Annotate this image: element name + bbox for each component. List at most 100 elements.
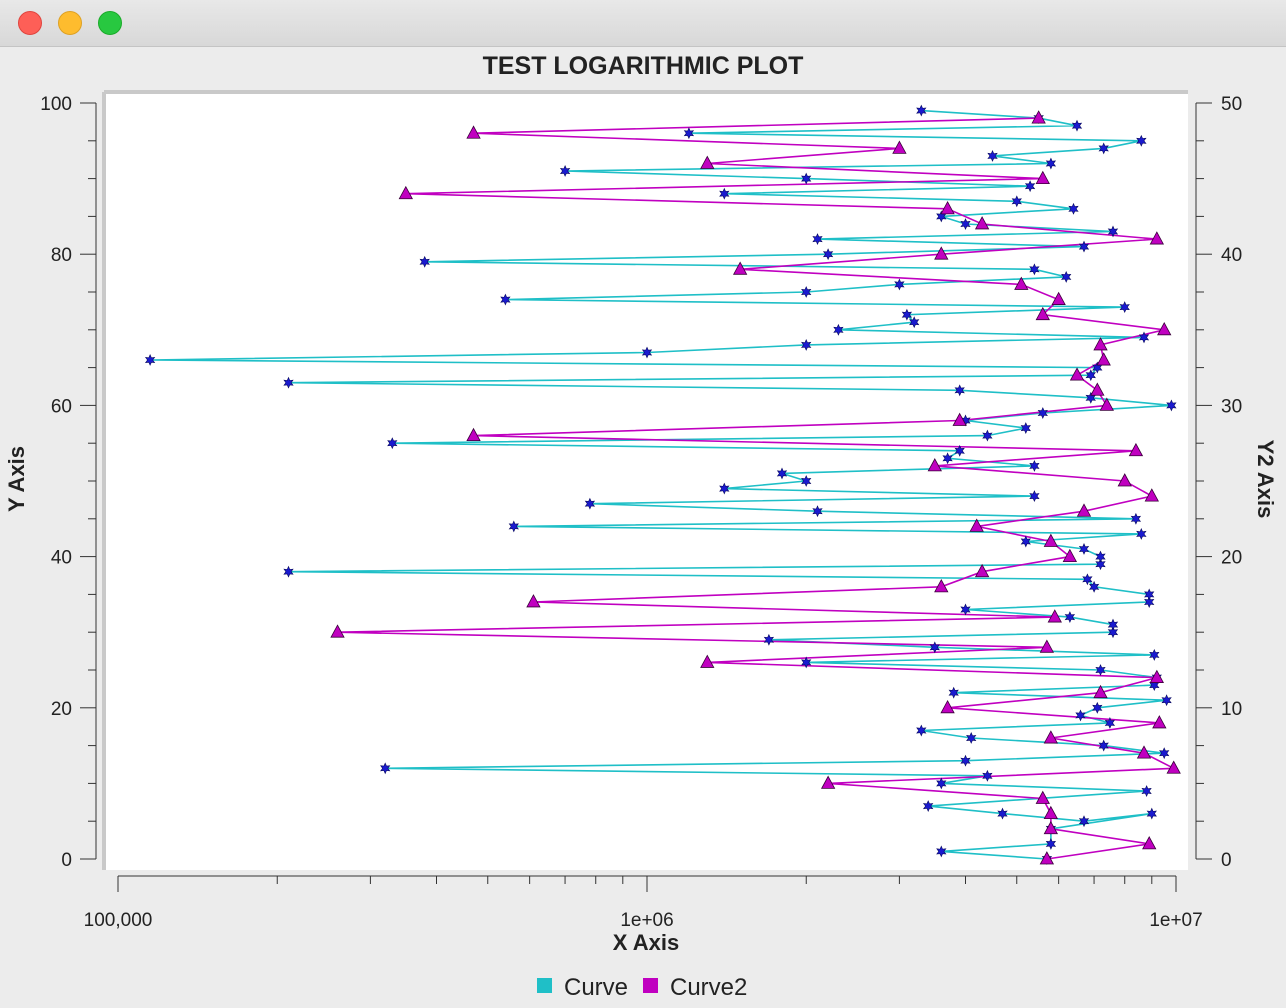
curve-marker [1161, 694, 1172, 707]
x-tick-label: 1e+06 [620, 910, 673, 931]
curve-marker [1024, 180, 1036, 193]
curve-marker [960, 603, 971, 616]
curve-marker [1082, 573, 1093, 586]
curve-marker [559, 165, 571, 177]
curve-marker [1078, 240, 1090, 253]
curve-marker [1029, 263, 1040, 276]
curve-marker [283, 376, 294, 389]
y2-tick-label: 10 [1221, 699, 1242, 720]
curve-marker [916, 104, 927, 117]
curve2-marker [934, 246, 949, 260]
curve-marker [1020, 535, 1031, 548]
curve-marker [1092, 701, 1103, 714]
curve-marker [1078, 543, 1090, 555]
curve2-marker [1069, 367, 1085, 381]
curve-marker [954, 384, 965, 397]
curve2-marker [1117, 473, 1132, 487]
curve-marker [942, 452, 953, 465]
curve2-marker [1043, 805, 1059, 820]
curve-marker [1136, 134, 1147, 147]
legend: Curve Curve2 [537, 974, 747, 1001]
curve2-marker [1043, 820, 1059, 835]
curve-marker [1020, 422, 1031, 435]
curve-marker [641, 346, 653, 359]
curve2-marker [1035, 306, 1050, 321]
x-tick-label: 100,000 [84, 910, 153, 931]
curve-marker [1119, 301, 1130, 314]
curve-marker [812, 233, 823, 246]
curve2-marker [466, 125, 481, 139]
curve-marker [936, 845, 947, 858]
curve-marker [1098, 142, 1109, 155]
curve2-marker [820, 775, 836, 789]
curve-marker [929, 641, 940, 654]
curve2-marker [1035, 170, 1050, 185]
curve-marker [776, 467, 788, 480]
curve-marker [1107, 618, 1119, 631]
curve2-marker [1142, 836, 1157, 850]
curve2-marker [700, 654, 715, 668]
curve-marker [987, 149, 998, 162]
y-tick-label: 20 [51, 699, 72, 720]
curve-marker [387, 437, 398, 450]
curve-marker [801, 656, 812, 669]
curve-marker [1085, 369, 1096, 382]
curve-marker [954, 444, 965, 457]
curve2-marker [1149, 231, 1165, 245]
curve-marker [1149, 648, 1160, 661]
curve2-marker [1144, 488, 1159, 502]
curve-marker [1045, 837, 1057, 850]
curve2-marker [1099, 397, 1114, 411]
y2-tick-label: 0 [1221, 850, 1232, 871]
curve2-marker [1035, 790, 1050, 804]
curve-marker [894, 278, 905, 291]
curve2-marker [1090, 382, 1105, 396]
curve-marker [1088, 580, 1100, 593]
legend-swatch-curve2 [643, 978, 658, 993]
curve-marker [763, 633, 775, 646]
curve2-marker [1014, 276, 1029, 290]
curve-marker [508, 520, 519, 533]
curve-marker [1144, 596, 1155, 608]
curve-marker [801, 172, 812, 185]
y2-tick-label: 20 [1221, 548, 1242, 569]
curve-marker [144, 354, 156, 366]
curve-marker [1071, 119, 1083, 132]
minimize-window-button[interactable] [58, 11, 82, 35]
curve2-marker [526, 594, 541, 608]
curve-marker [909, 316, 920, 329]
y2-tick-label: 50 [1221, 94, 1242, 115]
curve-marker [997, 807, 1008, 820]
curve2-marker [466, 427, 481, 442]
curve2-marker [1047, 609, 1062, 623]
close-window-button[interactable] [18, 11, 42, 35]
curve-marker [1045, 157, 1057, 170]
curve2-marker [732, 261, 748, 275]
legend-label-curve2: Curve2 [670, 974, 747, 1001]
curve-marker [982, 769, 993, 782]
curve2-marker [927, 458, 942, 472]
curve-marker [1061, 270, 1072, 283]
curve-marker [1029, 459, 1040, 472]
curve2-marker [952, 412, 967, 426]
curve2-marker [1149, 669, 1165, 683]
curve2-marker [1043, 533, 1059, 547]
curve2-marker [1093, 337, 1108, 351]
curve-marker [1075, 709, 1086, 722]
x-axis-label: X Axis [613, 930, 679, 955]
curve-marker [936, 777, 947, 790]
chart-title: TEST LOGARITHMIC PLOT [483, 52, 804, 80]
curve2-marker [940, 201, 955, 215]
curve-marker [1095, 664, 1106, 676]
legend-swatch-curve [537, 978, 552, 993]
curve-marker [948, 686, 959, 699]
y-tick-label: 80 [51, 245, 72, 266]
y2-tick-label: 40 [1221, 245, 1242, 266]
curve-marker [1130, 512, 1142, 525]
curve2-marker [1096, 352, 1111, 366]
zoom-window-button[interactable] [98, 11, 122, 35]
curve2-marker [934, 579, 949, 593]
y-axis-label: Y Axis [4, 446, 29, 512]
curve2-marker [1031, 110, 1046, 124]
curve-marker [719, 482, 730, 495]
